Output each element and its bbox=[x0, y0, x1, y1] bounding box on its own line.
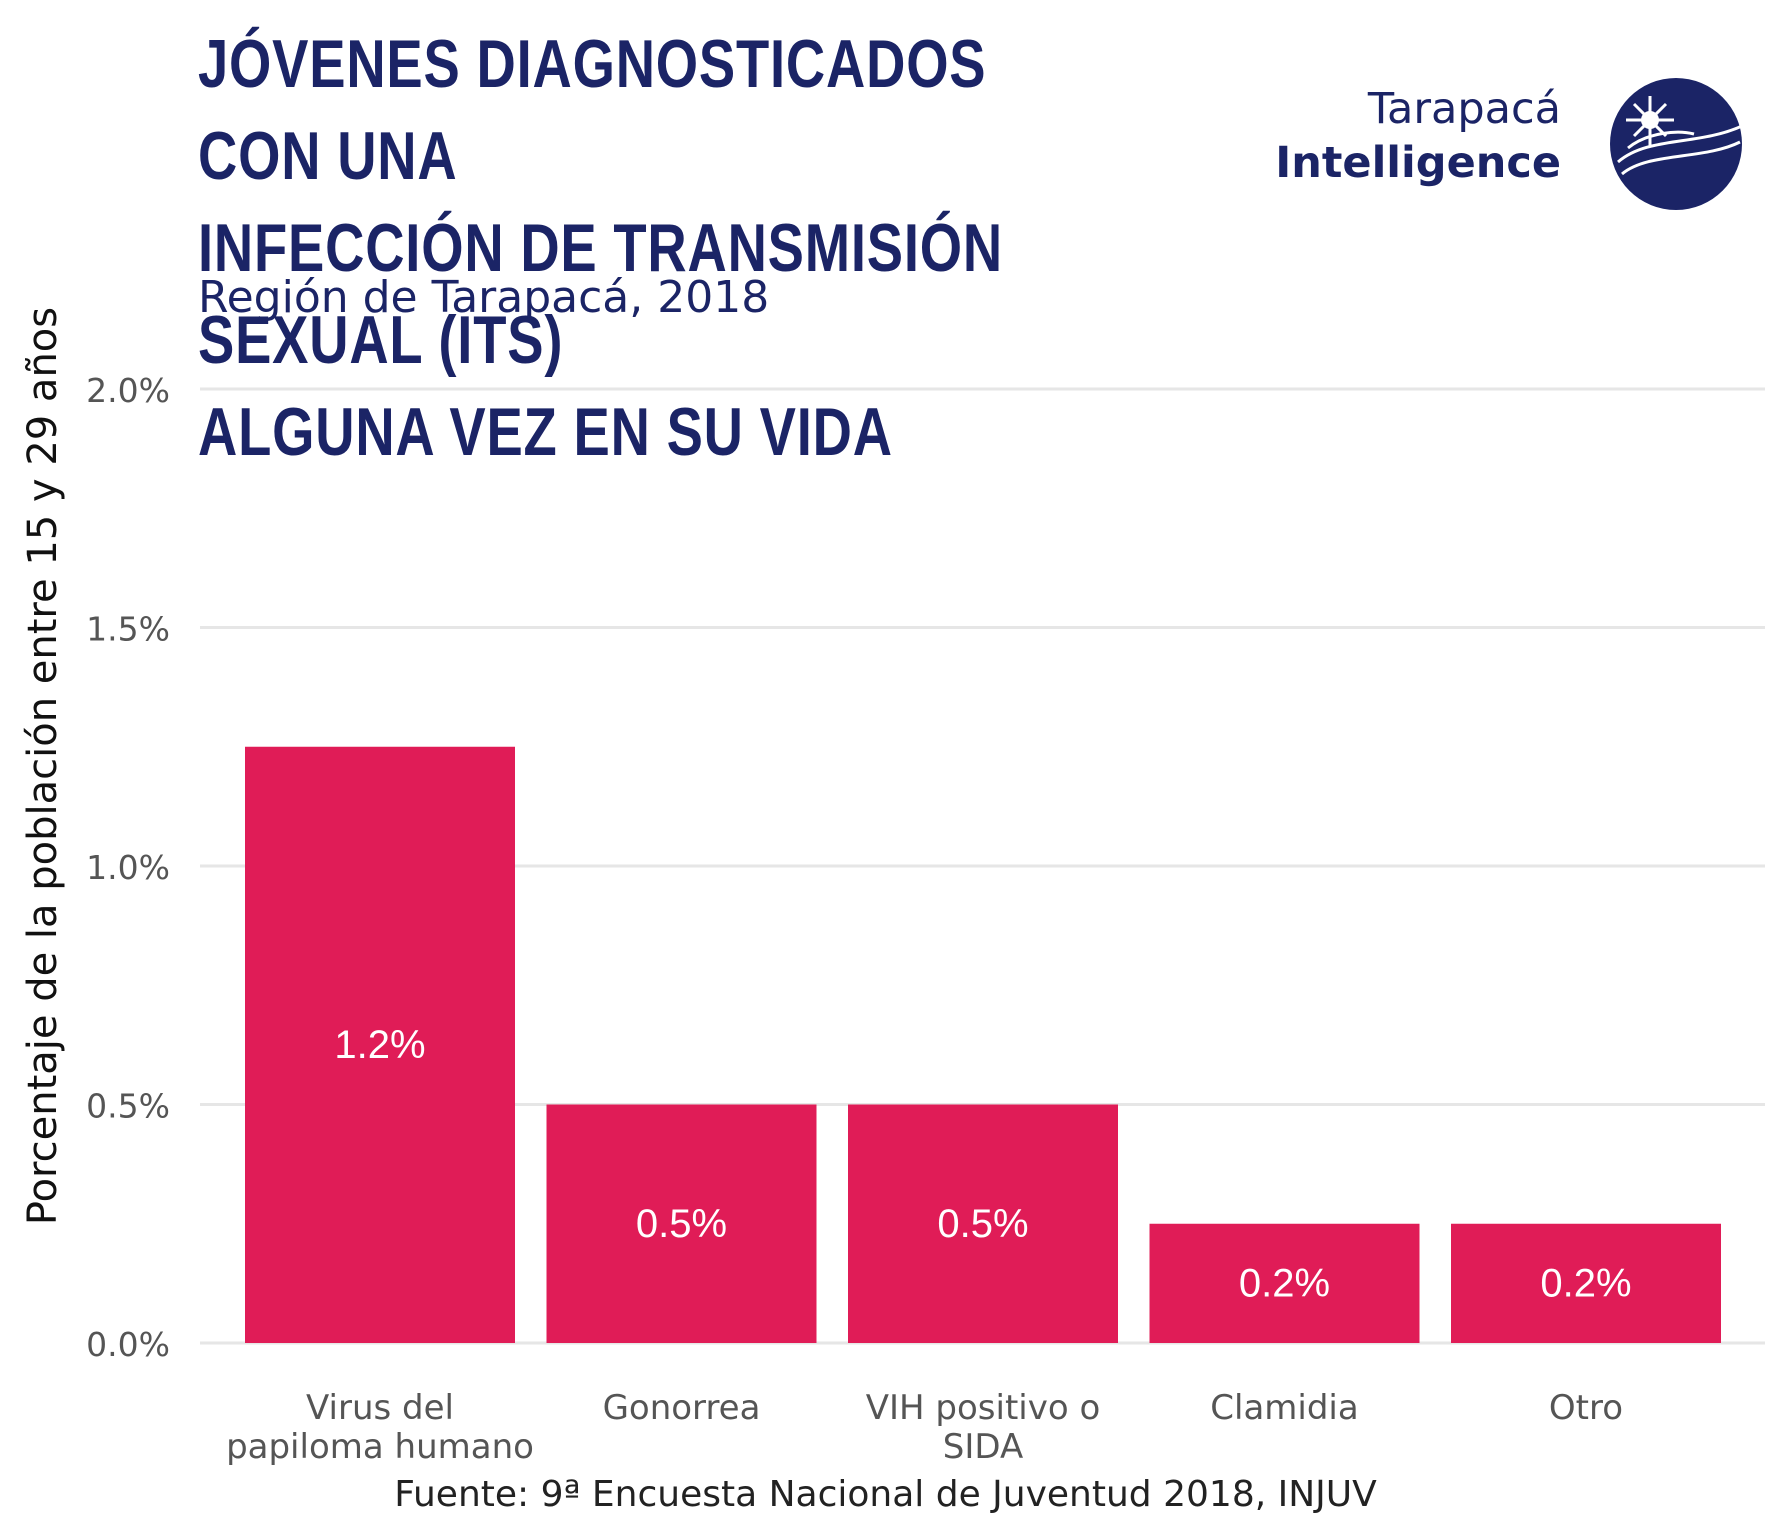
brand-line-2: Intelligence bbox=[1275, 138, 1561, 188]
bar bbox=[1451, 1223, 1721, 1343]
y-tick-label: 1.0% bbox=[86, 848, 170, 887]
bar-data-label: 0.5% bbox=[937, 1202, 1028, 1246]
y-tick-label: 0.0% bbox=[86, 1325, 170, 1364]
y-tick-label: 0.5% bbox=[86, 1087, 170, 1126]
y-tick-label: 1.5% bbox=[86, 610, 170, 649]
x-tick-label: SIDA bbox=[943, 1427, 1023, 1467]
bar bbox=[1149, 1223, 1420, 1343]
bar bbox=[546, 1104, 817, 1343]
chart-source: Fuente: 9ª Encuesta Nacional de Juventud… bbox=[394, 1474, 1377, 1515]
bar-data-label: 0.2% bbox=[1239, 1261, 1330, 1305]
x-tick-label: papiloma humano bbox=[226, 1427, 534, 1467]
bar bbox=[848, 1104, 1118, 1343]
chart-title-line-3: ALGUNA VEZ EN SU VIDA bbox=[198, 394, 893, 470]
bar-data-label: 1.2% bbox=[334, 1023, 425, 1067]
bar bbox=[245, 746, 515, 1343]
x-tick-label: VIH positivo o bbox=[866, 1388, 1101, 1428]
x-tick-label: Otro bbox=[1549, 1388, 1623, 1428]
y-tick-label: 2.0% bbox=[86, 371, 170, 410]
y-axis-title: Porcentaje de la población entre 15 y 29… bbox=[20, 307, 66, 1225]
chart-title-line-1: JÓVENES DIAGNOSTICADOS CON UNA bbox=[198, 26, 987, 194]
x-tick-label: Gonorrea bbox=[603, 1388, 761, 1428]
chart-title-line-2: INFECCIÓN DE TRANSMISIÓN SEXUAL (ITS) bbox=[198, 210, 1003, 378]
bar-data-label: 0.5% bbox=[636, 1202, 727, 1246]
bar-data-label: 0.2% bbox=[1540, 1261, 1631, 1305]
brand-line-1: Tarapacá bbox=[1367, 84, 1561, 134]
globe-compass-icon bbox=[1610, 78, 1743, 210]
x-tick-label: Virus del bbox=[306, 1388, 454, 1428]
x-tick-label: Clamidia bbox=[1210, 1388, 1358, 1428]
brand-wordmark: Tarapacá Intelligence bbox=[1275, 82, 1561, 190]
chart-subtitle: Región de Tarapacá, 2018 bbox=[198, 272, 770, 323]
chart-title: JÓVENES DIAGNOSTICADOS CON UNA INFECCIÓN… bbox=[198, 18, 1038, 478]
